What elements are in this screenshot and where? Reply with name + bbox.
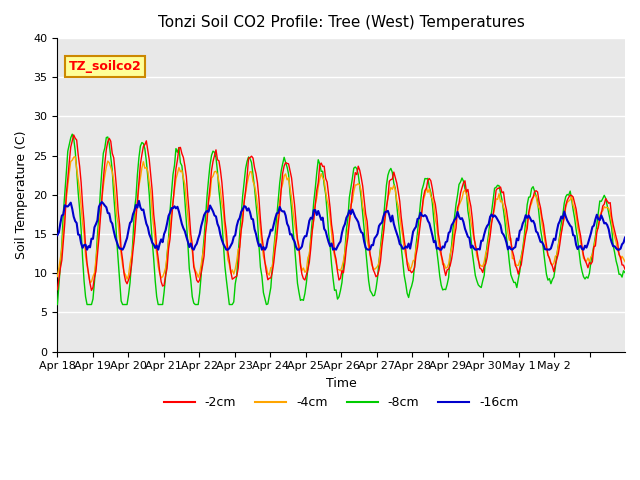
X-axis label: Time: Time <box>326 377 356 390</box>
Legend: -2cm, -4cm, -8cm, -16cm: -2cm, -4cm, -8cm, -16cm <box>159 391 524 414</box>
Text: TZ_soilco2: TZ_soilco2 <box>68 60 141 73</box>
Y-axis label: Soil Temperature (C): Soil Temperature (C) <box>15 131 28 259</box>
Title: Tonzi Soil CO2 Profile: Tree (West) Temperatures: Tonzi Soil CO2 Profile: Tree (West) Temp… <box>158 15 525 30</box>
